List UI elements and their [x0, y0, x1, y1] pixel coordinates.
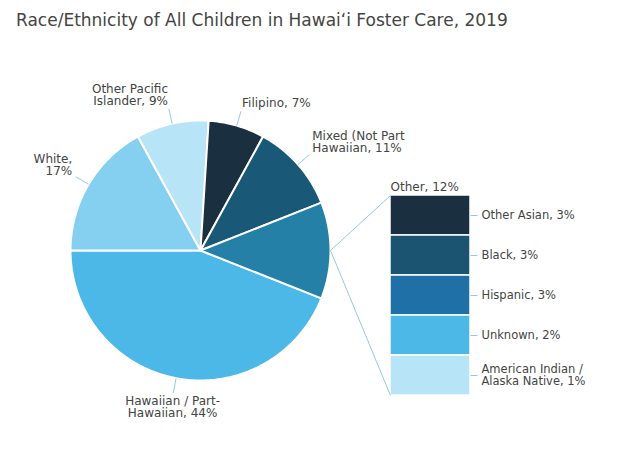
svg-text:White,17%: White,17% [34, 152, 73, 178]
svg-text:Hawaiian / Part-Hawaiian, 44%: Hawaiian / Part-Hawaiian, 44% [125, 394, 220, 420]
svg-text:Hispanic, 3%: Hispanic, 3% [482, 288, 557, 302]
html-text:Race/Ethnicity of All Children: Race/Ethnicity of All Children in Hawaiʻ… [16, 10, 508, 30]
svg-text:Other PacificIslander, 9%: Other PacificIslander, 9% [92, 82, 168, 108]
svg-text:Mixed (Not PartHawaiian, 11%: Mixed (Not PartHawaiian, 11% [312, 129, 405, 155]
svg-text:American Indian /Alaska Native: American Indian /Alaska Native, 1% [482, 362, 586, 388]
svg-text:Unknown, 2%: Unknown, 2% [482, 328, 561, 342]
svg-text:Other Asian, 3%: Other Asian, 3% [482, 208, 575, 222]
svg-text:Filipino, 7%: Filipino, 7% [242, 96, 311, 110]
svg-text:Other, 12%: Other, 12% [391, 180, 459, 194]
svg-text:Black, 3%: Black, 3% [482, 248, 539, 262]
